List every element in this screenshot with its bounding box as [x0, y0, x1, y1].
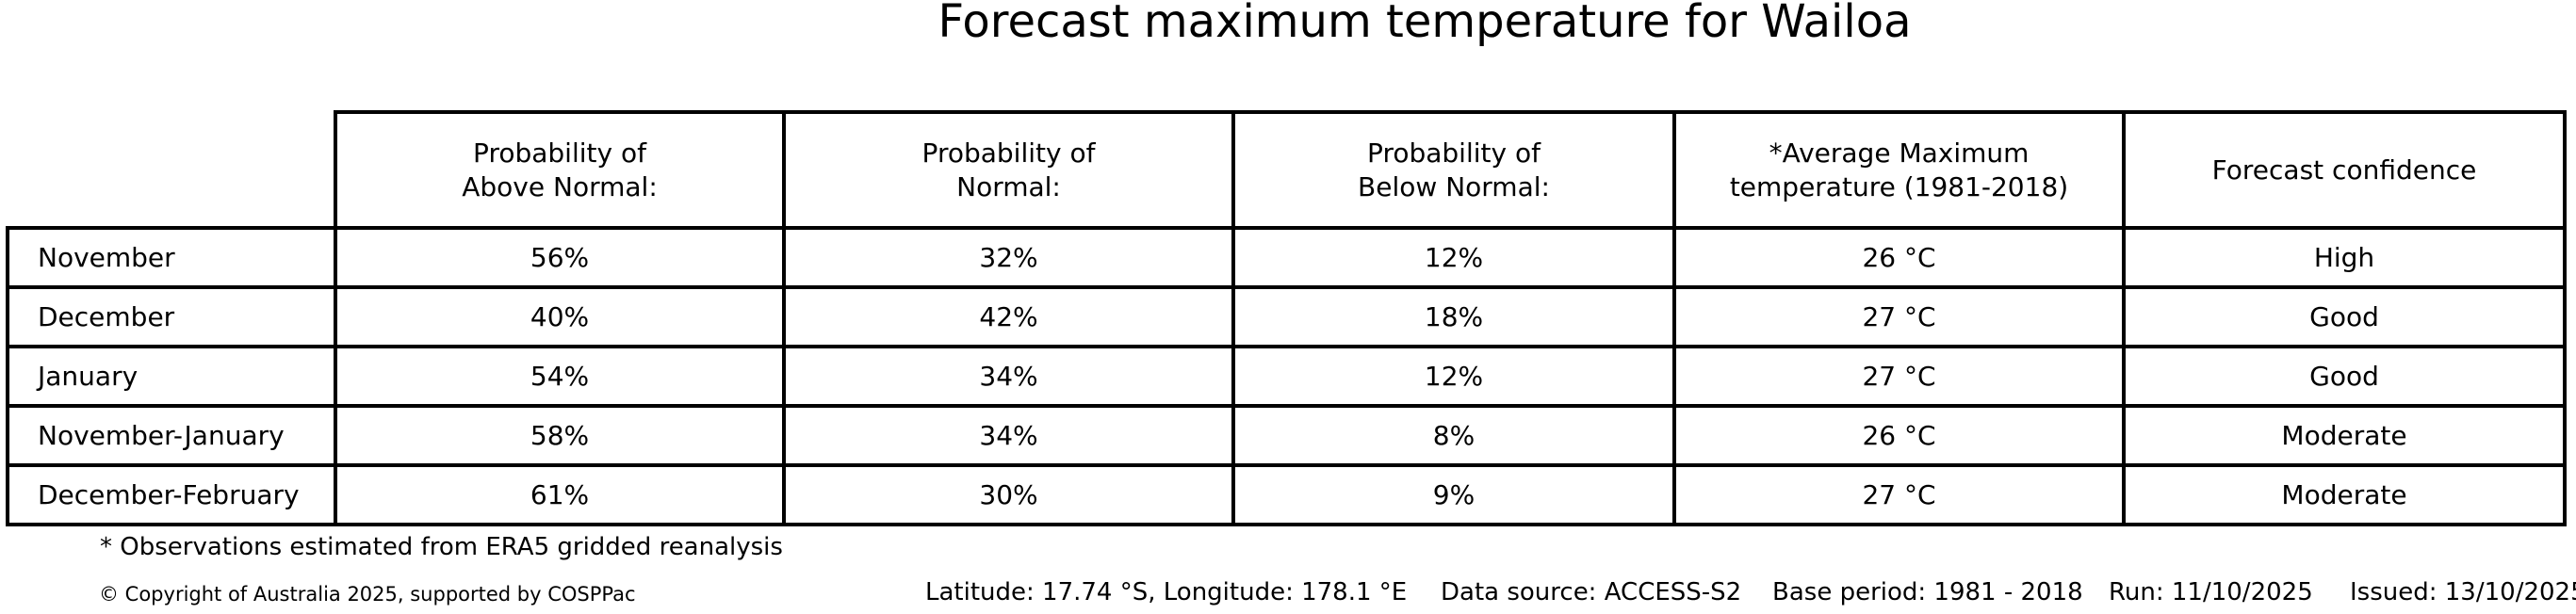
header-row: Probability of Above Normal: Probability… [8, 110, 2567, 230]
average-max-temp-cell: 27 °C [1672, 463, 2126, 526]
below-normal-cell: 12% [1231, 226, 1676, 289]
run-date-text: Run: 11/10/2025 [2109, 578, 2313, 606]
average-max-temp-cell: 27 °C [1672, 285, 2126, 348]
issued-date-text: Issued: 13/10/2025 [2350, 578, 2576, 606]
table-row: January 54% 34% 12% 27 °C Good [6, 345, 2567, 408]
forecast-confidence-cell: Good [2122, 285, 2567, 348]
above-normal-cell: 54% [334, 345, 786, 408]
average-max-temp-cell: 27 °C [1672, 345, 2126, 408]
normal-cell: 32% [782, 226, 1235, 289]
above-normal-cell: 61% [334, 463, 786, 526]
table-row: December 40% 42% 18% 27 °C Good [6, 285, 2567, 348]
row-label-cell: November-January [6, 404, 337, 467]
base-period-text: Base period: 1981 - 2018 [1772, 578, 2083, 606]
forecast-confidence-cell: High [2122, 226, 2567, 289]
average-max-temp-cell: 26 °C [1672, 404, 2126, 467]
row-label-cell: December-February [6, 463, 337, 526]
below-normal-cell: 9% [1231, 463, 1676, 526]
row-label-cell: January [6, 345, 337, 408]
normal-cell: 42% [782, 285, 1235, 348]
data-source-text: Data source: ACCESS-S2 [1441, 578, 1742, 606]
below-normal-cell: 8% [1231, 404, 1676, 467]
table-row: November 56% 32% 12% 26 °C High [6, 226, 2567, 289]
lat-lon-text: Latitude: 17.74 °S, Longitude: 178.1 °E [925, 578, 1408, 606]
normal-cell: 34% [782, 345, 1235, 408]
above-normal-cell: 56% [334, 226, 786, 289]
table-header: Probability of Above Normal: Probability… [8, 110, 2567, 230]
table-row: November-January 58% 34% 8% 26 °C Modera… [6, 404, 2567, 467]
forecast-confidence-cell: Moderate [2122, 404, 2567, 467]
column-header-forecast-confidence: Forecast confidence [2122, 110, 2567, 230]
average-max-temp-cell: 26 °C [1672, 226, 2126, 289]
column-header-above-normal: Probability of Above Normal: [334, 110, 786, 230]
above-normal-cell: 40% [334, 285, 786, 348]
column-header-below-normal: Probability of Below Normal: [1231, 110, 1676, 230]
table-body: November 56% 32% 12% 26 °C High December… [6, 226, 2567, 526]
forecast-confidence-cell: Good [2122, 345, 2567, 408]
above-normal-cell: 58% [334, 404, 786, 467]
row-label-cell: December [6, 285, 337, 348]
normal-cell: 30% [782, 463, 1235, 526]
page-title: Forecast maximum temperature for Wailoa [937, 0, 1912, 48]
era5-footnote: * Observations estimated from ERA5 gridd… [100, 533, 783, 561]
forecast-confidence-cell: Moderate [2122, 463, 2567, 526]
table-corner-cell [8, 112, 335, 228]
column-header-average-max-temp: *Average Maximum temperature (1981-2018) [1672, 110, 2126, 230]
table-row: December-February 61% 30% 9% 27 °C Moder… [6, 463, 2567, 526]
column-header-normal: Probability of Normal: [782, 110, 1235, 230]
normal-cell: 34% [782, 404, 1235, 467]
row-label-cell: November [6, 226, 337, 289]
forecast-table: Probability of Above Normal: Probability… [6, 110, 2567, 526]
below-normal-cell: 18% [1231, 285, 1676, 348]
copyright-text: © Copyright of Australia 2025, supported… [99, 583, 636, 606]
below-normal-cell: 12% [1231, 345, 1676, 408]
